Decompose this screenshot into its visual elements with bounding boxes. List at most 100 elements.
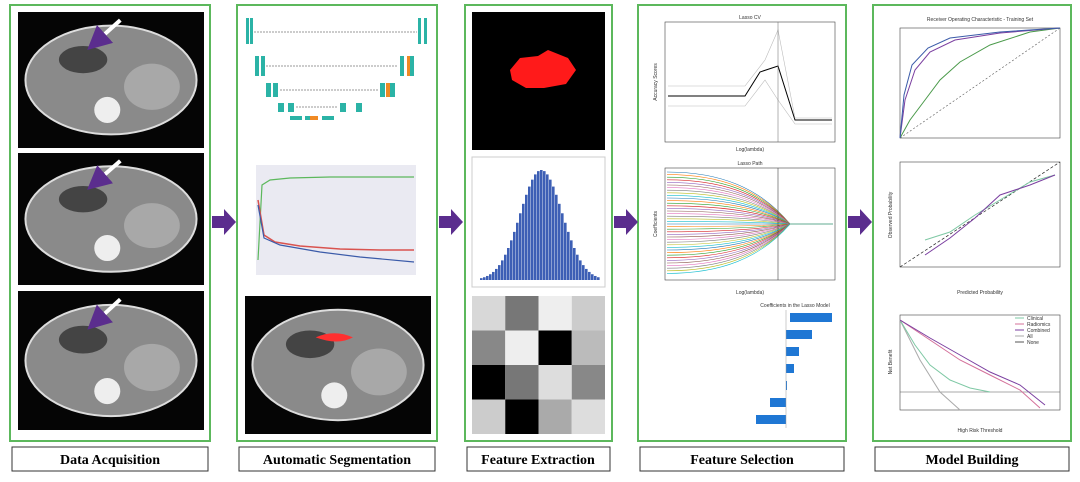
glcm-cell <box>505 399 539 434</box>
axis-label: Observed Probability <box>888 191 894 238</box>
hist-bar <box>561 213 564 280</box>
lasso-cv <box>664 21 836 143</box>
axis-label: High Risk Threshold <box>958 428 1003 434</box>
ct-organ <box>58 186 108 213</box>
roi-mask <box>472 12 605 150</box>
hist-bar <box>519 213 522 280</box>
hist-bar <box>528 186 531 280</box>
glcm-cell <box>472 296 506 331</box>
step-label: Data Acquisition <box>60 453 160 468</box>
legend-label: All <box>1027 334 1033 340</box>
hist-bar <box>570 240 573 280</box>
ct-arrow <box>87 159 122 190</box>
glcm-cell <box>538 365 572 400</box>
step-label: Model Building <box>926 453 1019 468</box>
ct-seg <box>315 333 353 342</box>
axis-label: Net Benefit <box>888 349 894 374</box>
hist-bar <box>513 231 516 280</box>
hist-bar <box>498 265 501 280</box>
hist-bar <box>552 186 555 280</box>
hist-bar <box>588 271 591 280</box>
legend-label: Combined <box>1027 328 1050 334</box>
axis-label: Coefficients <box>653 210 659 237</box>
hist-bar <box>525 194 528 280</box>
unet-diagram <box>242 12 432 150</box>
hist-bar <box>507 247 510 280</box>
axis-label: Accuracy Scores <box>653 63 659 101</box>
axis-label: Predicted Probability <box>957 290 1003 296</box>
step-label: Feature Selection <box>690 453 794 468</box>
glcm-cell <box>472 365 506 400</box>
hist-bar <box>534 174 537 280</box>
ct-arrow <box>87 297 122 330</box>
hist-bar <box>567 231 570 280</box>
glcm-cell <box>472 399 506 434</box>
hist-bar <box>576 254 579 280</box>
plot-title: Lasso CV <box>739 15 761 21</box>
hist-bar <box>594 275 597 280</box>
hist-bar <box>489 274 492 280</box>
glcm-cell <box>571 365 605 400</box>
glcm-cell <box>538 330 572 365</box>
hist-bar <box>546 174 549 280</box>
histogram <box>471 156 606 288</box>
glcm-cell <box>538 296 572 331</box>
decision-curve <box>899 314 1061 411</box>
step-label: Automatic Segmentation <box>263 453 411 468</box>
legend-label: Clinical <box>1027 316 1043 322</box>
ct-organ <box>58 325 108 354</box>
roc-curve <box>899 27 1061 139</box>
hist-bar <box>486 275 489 280</box>
glcm-cell <box>505 296 539 331</box>
lasso-path <box>664 167 836 281</box>
hist-bar <box>585 268 588 280</box>
glcm-cell <box>472 330 506 365</box>
ct-organ <box>124 343 180 392</box>
axis-label: Log(lambda) <box>736 290 764 296</box>
hist-bar <box>531 179 534 280</box>
hist-bar <box>492 271 495 280</box>
ct-organ <box>124 203 180 249</box>
hist-bar <box>483 277 486 280</box>
glcm-cell <box>538 399 572 434</box>
hist-bar <box>555 194 558 280</box>
legend-label: None <box>1027 340 1039 346</box>
plot-title: Coefficients in the Lasso Model <box>760 303 829 309</box>
glcm-cell <box>505 330 539 365</box>
ct-organ <box>124 63 180 110</box>
hist-bar <box>597 277 600 280</box>
ct-organ <box>351 348 407 396</box>
coefficient-bars <box>756 310 832 428</box>
flow-arrows <box>212 209 872 235</box>
legend-label: Radiomics <box>1027 322 1051 328</box>
lasso-line <box>666 223 833 274</box>
hist-bar <box>573 247 576 280</box>
segmentation-image <box>245 296 431 434</box>
calibration-curve <box>899 161 1061 268</box>
step-label-boxes <box>11 446 1070 472</box>
hist-bar <box>591 274 594 280</box>
glcm-cell <box>571 330 605 365</box>
panel-borders <box>9 4 1072 442</box>
hist-bar <box>549 179 552 280</box>
hist-bar <box>504 254 507 280</box>
glcm-cell <box>571 296 605 331</box>
glcm-cell <box>571 399 605 434</box>
ct-spine <box>94 378 121 405</box>
plot-title: Lasso Path <box>737 161 762 167</box>
hist-bar <box>522 203 525 280</box>
glcm-cell <box>505 365 539 400</box>
hist-bar <box>540 170 543 280</box>
hist-bar <box>564 222 567 280</box>
hist-bar <box>537 171 540 280</box>
hist-bar <box>480 278 483 280</box>
ct-spine <box>94 235 121 262</box>
step-label: Feature Extraction <box>481 453 595 468</box>
ct-spine <box>94 96 121 123</box>
hist-bar <box>510 240 513 280</box>
training-curve <box>256 165 416 275</box>
axis-label: Log(lambda) <box>736 147 764 153</box>
glcm-texture <box>472 296 605 434</box>
